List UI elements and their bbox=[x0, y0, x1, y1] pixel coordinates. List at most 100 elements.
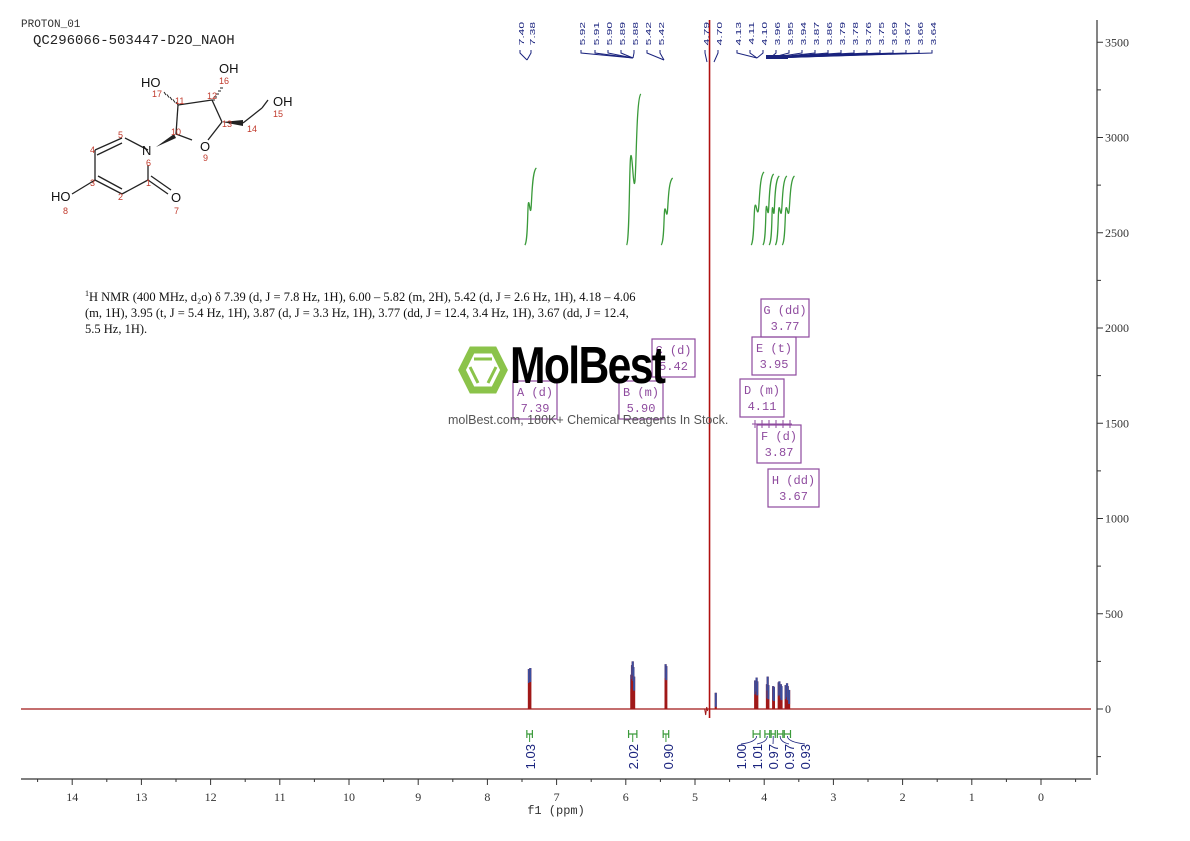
atom-label: 1 bbox=[146, 178, 151, 188]
integral-curve bbox=[768, 175, 780, 246]
y-tick-label: 0 bbox=[1105, 702, 1111, 716]
peak-label: 3.75 bbox=[878, 21, 886, 45]
x-tick-label: 0 bbox=[1038, 790, 1044, 804]
atom-label: O bbox=[171, 190, 181, 205]
svg-text:B (m): B (m) bbox=[623, 386, 659, 400]
peak-label: 5.91 bbox=[593, 21, 601, 45]
svg-text:C (d): C (d) bbox=[655, 344, 691, 358]
svg-text:3.87: 3.87 bbox=[765, 446, 794, 460]
peak-label: 3.86 bbox=[826, 21, 834, 45]
watermark-tagline: molBest.com, 180K+ Chemical Reagents In … bbox=[448, 413, 729, 427]
peak-label: 4.11 bbox=[748, 21, 756, 44]
peak-label: 3.79 bbox=[839, 21, 847, 45]
svg-text:3.77: 3.77 bbox=[771, 320, 800, 334]
atom-label: 5 bbox=[118, 130, 123, 140]
multiplet-boxes: A (d) 7.39 B (m) 5.90 C (d) 5.42 D (m) 4.11 E (t… bbox=[512, 298, 820, 508]
integral-value: 1.00 bbox=[734, 744, 749, 769]
integral-value: 1.01 bbox=[750, 744, 765, 769]
watermark-brand: MolBest bbox=[510, 337, 666, 395]
peak-label: 5.89 bbox=[619, 21, 627, 45]
peak-label: 5.90 bbox=[606, 21, 614, 45]
atom-label: 11 bbox=[175, 96, 184, 106]
peak-label: 7.40 bbox=[518, 21, 526, 45]
atom-label: O bbox=[200, 139, 210, 154]
peak-label: 4.79 bbox=[703, 21, 711, 45]
svg-text:3.67: 3.67 bbox=[779, 490, 808, 504]
x-tick-label: 2 bbox=[900, 790, 906, 804]
atom-label: 16 bbox=[219, 76, 229, 86]
summary-body: H NMR (400 MHz, d₂o) δ 7.39 (d, J = 7.8 … bbox=[85, 290, 636, 337]
svg-text:H (dd): H (dd) bbox=[772, 474, 815, 488]
peak-label: 3.66 bbox=[917, 21, 925, 45]
peak-label: 3.95 bbox=[787, 21, 795, 45]
integral-labels: 1.03 2.02 0.90 1.00 1.01 0.97 0.97 0.93 bbox=[523, 730, 813, 769]
multiplet-box-h: H (dd) 3.67 bbox=[767, 468, 820, 508]
atom-label: N bbox=[142, 143, 151, 158]
integral-value: 0.93 bbox=[798, 744, 813, 769]
peak-label: 4.70 bbox=[716, 21, 724, 45]
svg-text:5.42: 5.42 bbox=[659, 360, 688, 374]
atom-label: 3 bbox=[90, 178, 95, 188]
multiplet-box-f: F (d) 3.87 bbox=[756, 424, 802, 464]
atom-label: 12 bbox=[207, 91, 217, 101]
integral-curve bbox=[524, 167, 537, 246]
spectrum-trace bbox=[21, 20, 1091, 718]
x-tick-label: 4 bbox=[761, 790, 767, 804]
x-tick-label: 11 bbox=[274, 790, 286, 804]
atom-label: 6 bbox=[146, 158, 151, 168]
svg-text:F (d): F (d) bbox=[761, 430, 797, 444]
atom-label: 17 bbox=[152, 89, 162, 99]
svg-text:4.11: 4.11 bbox=[748, 400, 777, 414]
peak-label: 5.88 bbox=[632, 21, 640, 45]
atom-label: HO bbox=[51, 189, 71, 204]
x-tick-label: 10 bbox=[343, 790, 355, 804]
nucleus-superscript: 1 bbox=[85, 289, 89, 298]
svg-text:7.39: 7.39 bbox=[521, 402, 550, 416]
svg-text:E (t): E (t) bbox=[756, 342, 792, 356]
atom-label: 2 bbox=[118, 192, 123, 202]
peak-labels: 7.40 7.38 5.92 5.91 5.90 5.89 5.88 5.42 5.42 4.79… bbox=[518, 21, 938, 63]
multiplet-box-c: C (d) 5.42 bbox=[651, 338, 696, 378]
x-tick-label: 12 bbox=[205, 790, 217, 804]
x-tick-label: 1 bbox=[969, 790, 975, 804]
x-tick-label: 9 bbox=[415, 790, 421, 804]
integral-value: 0.97 bbox=[782, 744, 797, 769]
peak-label: 3.76 bbox=[865, 21, 873, 45]
multiplet-box-e: E (t) 3.95 bbox=[751, 336, 797, 376]
y-tick-label: 3000 bbox=[1105, 131, 1129, 145]
atom-label: 10 bbox=[171, 127, 181, 137]
svg-text:5.90: 5.90 bbox=[627, 402, 656, 416]
nmr-summary-text: 1H NMR (400 MHz, d₂o) δ 7.39 (d, J = 7.8… bbox=[85, 286, 645, 337]
integral-value: 0.97 bbox=[766, 744, 781, 769]
peak-label: 5.42 bbox=[658, 21, 666, 45]
x-tick-label: 13 bbox=[135, 790, 147, 804]
atom-label: 9 bbox=[203, 153, 208, 163]
atom-label: OH bbox=[219, 61, 239, 76]
peak-label: 4.10 bbox=[761, 21, 769, 45]
multiplet-box-d: D (m) 4.11 bbox=[739, 378, 785, 418]
peak-label: 3.87 bbox=[813, 21, 821, 45]
multiplet-box-b: B (m) 5.90 bbox=[618, 380, 664, 420]
x-tick-label: 7 bbox=[554, 790, 560, 804]
peak-label: 5.92 bbox=[579, 21, 587, 45]
peak-label: 3.94 bbox=[800, 21, 808, 45]
x-tick-label: 14 bbox=[66, 790, 78, 804]
atom-label: OH bbox=[273, 94, 293, 109]
peak-label: 3.67 bbox=[904, 21, 912, 45]
axes: 14 13 12 11 10 9 8 7 6 5 4 3 2 1 0f1 (ppm)050010001500… bbox=[21, 20, 1129, 818]
x-tick-label: 6 bbox=[623, 790, 629, 804]
integral-value: 1.03 bbox=[523, 744, 538, 769]
atom-label: 13 bbox=[222, 119, 232, 129]
peak-label: 3.69 bbox=[891, 21, 899, 45]
multiplet-box-a: A (d) 7.39 bbox=[512, 380, 558, 420]
atom-label: 14 bbox=[247, 124, 257, 134]
atom-label: HO bbox=[141, 75, 161, 90]
experiment-name: PROTON_01 bbox=[21, 19, 81, 31]
watermark-logo-icon bbox=[458, 346, 508, 394]
y-tick-label: 500 bbox=[1105, 607, 1123, 621]
y-tick-label: 2500 bbox=[1105, 226, 1129, 240]
integral-curve bbox=[762, 173, 775, 246]
atom-label: 4 bbox=[90, 145, 95, 155]
